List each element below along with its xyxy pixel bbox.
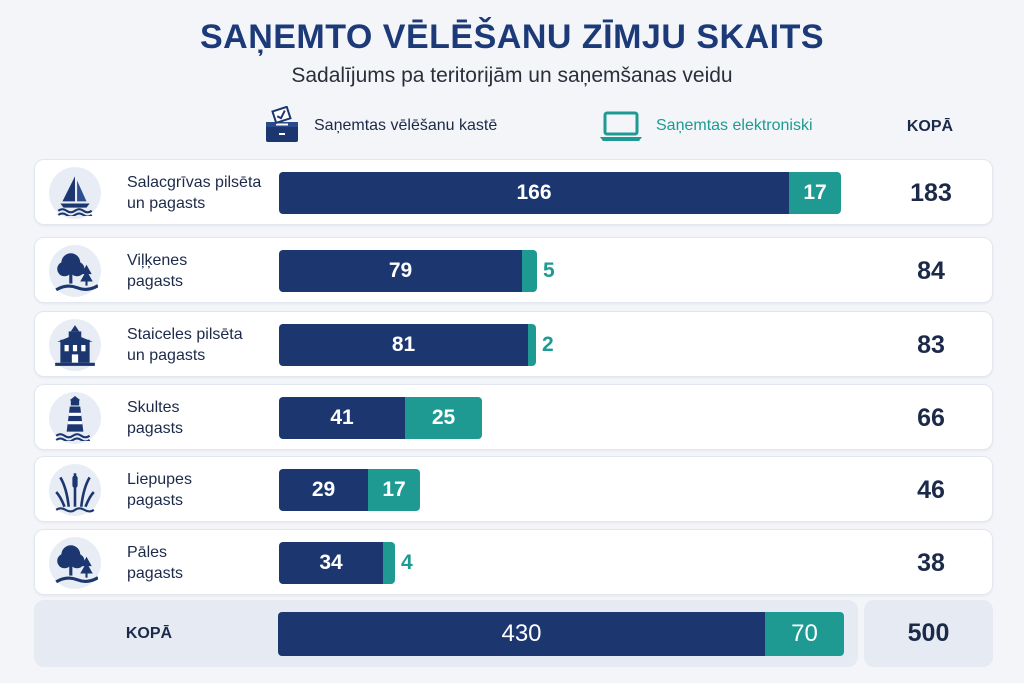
grand-total-value: 500 — [864, 600, 993, 667]
bar-box-segment: 79 — [279, 250, 522, 292]
row-label-line2: pagasts — [127, 420, 184, 437]
row-label-line2: pagasts — [127, 273, 184, 290]
row-label-line2: un pagasts — [127, 195, 206, 212]
total-bar-box-segment: 430 — [278, 612, 765, 656]
row-total-value: 183 — [910, 179, 952, 207]
row-total-value: 66 — [917, 404, 945, 432]
bar: 81 2 — [279, 324, 859, 366]
bar-electronic-value: 17 — [382, 478, 406, 501]
building-icon — [49, 319, 101, 371]
total-row: KOPĀ 430 70 — [34, 600, 858, 667]
total-column-header: KOPĀ — [906, 118, 954, 135]
row-label: Liepupes pagasts — [127, 469, 287, 511]
laptop-icon — [600, 111, 642, 141]
bar-electronic-segment: 17 — [368, 469, 420, 511]
bar: 34 4 — [279, 542, 859, 584]
row-total-value: 46 — [917, 476, 945, 504]
chart-row: Pāles pagasts 34 4 38 — [34, 529, 993, 595]
legend-item-electronic: Saņemtas elektroniski — [598, 106, 813, 146]
row-label: Viļķenes pagasts — [127, 250, 287, 292]
bar-box-segment: 41 — [279, 397, 405, 439]
bar: 79 5 — [279, 250, 859, 292]
bar-box-segment: 166 — [279, 172, 789, 214]
row-total-value: 84 — [917, 257, 945, 285]
chart-row: Viļķenes pagasts 79 5 84 — [34, 237, 993, 303]
bar-electronic-segment — [528, 324, 536, 366]
bar-electronic-value: 2 — [542, 333, 554, 356]
row-label-line1: Pāles — [127, 544, 168, 561]
bar-electronic-segment — [383, 542, 395, 584]
bar-box-segment: 81 — [279, 324, 528, 366]
bar-electronic-value: 4 — [401, 551, 413, 574]
sailboat-icon — [49, 167, 101, 219]
chart-row: Liepupes pagasts 29 17 46 — [34, 456, 993, 522]
total-row-label: KOPĀ — [125, 625, 173, 642]
row-label-line1: Staiceles pilsēta — [127, 326, 243, 343]
chart-row: Salacgrīvas pilsēta un pagasts 166 17 183 — [34, 159, 993, 225]
legend-box-label: Saņemtas vēlēšanu kastē — [314, 117, 498, 134]
row-total-value: 83 — [917, 331, 945, 359]
row-label-line2: pagasts — [127, 565, 184, 582]
row-label: Pāles pagasts — [127, 542, 287, 584]
legend-item-box: Saņemtas vēlēšanu kastē — [262, 106, 497, 146]
bar-electronic-value: 25 — [431, 406, 456, 429]
reeds-icon — [49, 464, 101, 516]
bar-electronic-value: 17 — [803, 181, 827, 204]
legend-electronic-label: Saņemtas elektroniski — [656, 117, 813, 134]
row-label: Staiceles pilsēta un pagasts — [127, 324, 287, 366]
row-label-line1: Liepupes — [127, 471, 192, 488]
chart-row: Skultes pagasts 41 25 66 — [34, 384, 993, 450]
bar-box-segment: 34 — [279, 542, 383, 584]
bar-electronic-segment — [522, 250, 537, 292]
bar: 29 17 — [279, 469, 859, 511]
total-bar-electronic-segment: 70 — [765, 612, 844, 656]
lighthouse-icon — [49, 392, 101, 444]
total-bar: 430 70 — [278, 612, 844, 656]
row-label-line2: un pagasts — [127, 347, 206, 364]
bar-electronic-segment: 17 — [789, 172, 841, 214]
tree-icon — [49, 537, 101, 589]
tree-icon — [49, 245, 101, 297]
row-total-value: 38 — [917, 549, 945, 577]
bar-electronic-segment: 25 — [405, 397, 482, 439]
row-label: Salacgrīvas pilsēta un pagasts — [127, 172, 287, 214]
bar-box-segment: 29 — [279, 469, 368, 511]
row-label-line1: Salacgrīvas pilsēta — [127, 174, 262, 191]
row-label-line2: pagasts — [127, 492, 184, 509]
bar: 166 17 — [279, 172, 859, 214]
chart-row: Staiceles pilsēta un pagasts 81 2 83 — [34, 311, 993, 377]
row-label-line1: Skultes — [127, 399, 180, 416]
row-label-line1: Viļķenes — [127, 252, 188, 269]
bar: 41 25 — [279, 397, 859, 439]
bar-electronic-value: 5 — [543, 259, 555, 282]
row-label: Skultes pagasts — [127, 397, 287, 439]
ballot-box-icon — [266, 106, 298, 142]
page-title: SAŅEMTO VĒLĒŠANU ZĪMJU SKAITS — [199, 18, 825, 56]
page-subtitle: Sadalījums pa teritorijām un saņemšanas … — [291, 64, 733, 87]
